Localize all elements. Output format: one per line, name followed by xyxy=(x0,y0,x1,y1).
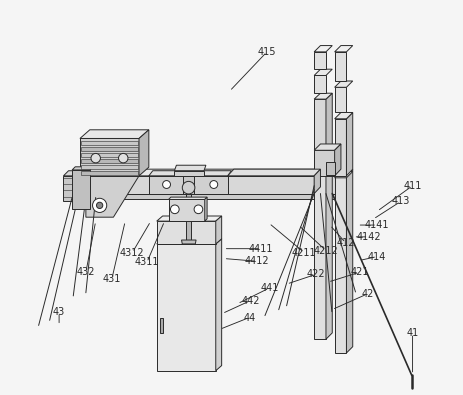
Text: 414: 414 xyxy=(368,252,386,261)
Text: 422: 422 xyxy=(307,269,325,279)
Polygon shape xyxy=(160,318,163,333)
Polygon shape xyxy=(335,52,346,81)
Polygon shape xyxy=(314,99,326,174)
Polygon shape xyxy=(216,216,222,244)
Polygon shape xyxy=(216,239,222,371)
Polygon shape xyxy=(346,169,353,353)
Polygon shape xyxy=(156,239,222,244)
Text: 4412: 4412 xyxy=(245,256,269,266)
Text: 431: 431 xyxy=(103,274,121,284)
Circle shape xyxy=(119,153,128,163)
Polygon shape xyxy=(314,69,332,75)
Polygon shape xyxy=(80,139,139,176)
Polygon shape xyxy=(326,162,335,175)
Polygon shape xyxy=(314,144,341,150)
Circle shape xyxy=(93,198,107,213)
Polygon shape xyxy=(169,197,207,199)
Text: 411: 411 xyxy=(403,181,422,191)
Polygon shape xyxy=(314,75,326,93)
Polygon shape xyxy=(314,45,332,52)
Text: 413: 413 xyxy=(392,196,410,207)
Polygon shape xyxy=(156,216,222,221)
Text: 4312: 4312 xyxy=(120,248,144,258)
Polygon shape xyxy=(335,81,353,87)
Polygon shape xyxy=(72,194,342,199)
Polygon shape xyxy=(86,176,139,217)
Text: 4212: 4212 xyxy=(313,246,338,256)
Polygon shape xyxy=(81,141,138,145)
Text: 432: 432 xyxy=(76,267,95,277)
Polygon shape xyxy=(335,176,346,353)
Text: 4142: 4142 xyxy=(356,232,381,242)
Polygon shape xyxy=(80,130,149,139)
Polygon shape xyxy=(169,199,205,221)
Polygon shape xyxy=(335,45,353,52)
Circle shape xyxy=(210,181,218,188)
Text: 415: 415 xyxy=(258,47,276,57)
Polygon shape xyxy=(149,171,232,176)
Polygon shape xyxy=(175,171,204,176)
Polygon shape xyxy=(81,147,138,151)
Circle shape xyxy=(96,202,103,209)
Polygon shape xyxy=(314,93,332,99)
Polygon shape xyxy=(227,169,320,176)
Polygon shape xyxy=(156,244,216,371)
Polygon shape xyxy=(314,174,326,339)
Polygon shape xyxy=(181,240,196,244)
Polygon shape xyxy=(335,144,341,176)
Text: 4141: 4141 xyxy=(365,220,389,230)
Polygon shape xyxy=(227,176,314,194)
Polygon shape xyxy=(186,194,191,241)
Polygon shape xyxy=(72,167,93,170)
Text: 442: 442 xyxy=(241,295,260,306)
Text: 441: 441 xyxy=(260,283,278,293)
Text: 4211: 4211 xyxy=(292,248,317,258)
Polygon shape xyxy=(326,93,332,174)
Polygon shape xyxy=(346,113,353,176)
Polygon shape xyxy=(335,113,353,119)
Circle shape xyxy=(182,181,195,194)
Polygon shape xyxy=(175,165,206,171)
Polygon shape xyxy=(63,176,80,201)
Polygon shape xyxy=(326,168,332,339)
Polygon shape xyxy=(183,176,194,194)
Polygon shape xyxy=(81,153,138,157)
Circle shape xyxy=(91,153,100,163)
Text: 42: 42 xyxy=(361,289,374,299)
Polygon shape xyxy=(335,119,346,176)
Polygon shape xyxy=(205,197,207,221)
Polygon shape xyxy=(335,171,353,178)
Text: 421: 421 xyxy=(350,267,369,277)
Text: 43: 43 xyxy=(53,307,65,318)
Polygon shape xyxy=(314,169,320,194)
Circle shape xyxy=(170,205,179,214)
Polygon shape xyxy=(72,176,342,194)
Text: 4311: 4311 xyxy=(135,258,159,267)
Polygon shape xyxy=(72,169,348,176)
Polygon shape xyxy=(81,171,138,175)
Polygon shape xyxy=(149,176,227,194)
Text: 412: 412 xyxy=(337,238,355,248)
Circle shape xyxy=(163,181,170,188)
Polygon shape xyxy=(80,171,85,201)
Polygon shape xyxy=(72,170,90,209)
Polygon shape xyxy=(81,159,138,163)
Text: 44: 44 xyxy=(243,312,255,323)
Circle shape xyxy=(194,205,203,214)
Polygon shape xyxy=(314,150,335,176)
Polygon shape xyxy=(86,169,141,176)
Polygon shape xyxy=(342,187,348,199)
Polygon shape xyxy=(63,171,85,176)
Text: 41: 41 xyxy=(407,328,419,338)
Polygon shape xyxy=(314,52,326,69)
Polygon shape xyxy=(335,87,346,113)
Polygon shape xyxy=(156,221,216,244)
Polygon shape xyxy=(81,165,138,169)
Polygon shape xyxy=(139,130,149,176)
Polygon shape xyxy=(342,169,348,194)
Polygon shape xyxy=(314,169,332,176)
Text: 4411: 4411 xyxy=(249,244,273,254)
